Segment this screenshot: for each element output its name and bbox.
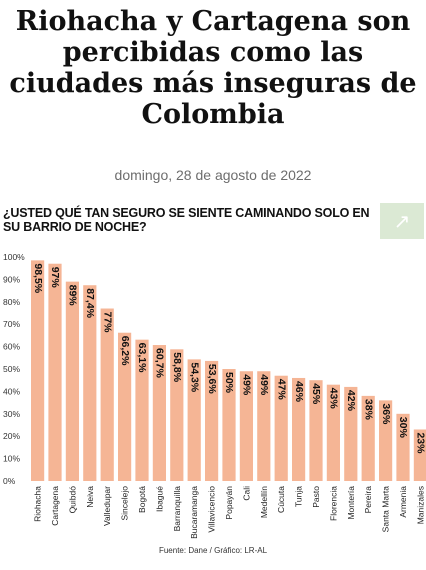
bar — [83, 285, 97, 481]
bar-value-label: 49% — [241, 374, 253, 396]
y-tick-label: 50% — [3, 364, 20, 374]
x-tick-label: Cartagena — [50, 486, 60, 526]
x-tick-label: Medellín — [259, 486, 269, 518]
bar — [205, 360, 219, 481]
x-tick-label: Valledupar — [102, 486, 112, 526]
bar-value-label: 60,7% — [154, 348, 166, 378]
bar — [379, 400, 393, 481]
x-tick-label: Barranquilla — [172, 486, 182, 532]
arrow-up-right-icon: ↗ — [393, 209, 411, 233]
x-tick-label: Pereira — [363, 486, 373, 514]
x-tick-label: Quibdó — [67, 486, 77, 514]
bar — [118, 332, 132, 481]
y-tick-label: 60% — [3, 342, 20, 352]
x-tick-label: Ibagué — [154, 486, 164, 512]
bar — [326, 384, 340, 481]
x-tick-label: Bucaramanga — [189, 486, 199, 539]
bar-value-label: 30% — [397, 417, 409, 439]
bar — [292, 377, 306, 481]
bar-value-label: 53,6% — [206, 364, 218, 394]
bar — [135, 339, 149, 481]
bar — [65, 281, 79, 481]
x-tick-label: Sincelejo — [120, 486, 130, 521]
x-tick-label: Armenia — [398, 486, 408, 518]
bar — [396, 413, 410, 481]
x-tick-label: Villavicencio — [207, 486, 217, 533]
bar — [31, 260, 45, 481]
x-tick-label: Cúcuta — [276, 486, 286, 513]
article-title: Riohacha y Cartagena son percibidas como… — [9, 6, 417, 130]
bar-value-label: 47% — [275, 379, 287, 401]
bar-value-label: 43% — [328, 388, 340, 410]
bar-value-label: 89% — [67, 285, 79, 307]
bar — [170, 349, 184, 481]
chart-graphic: 0% 10% 20% 30% 40% 50% 60% 70% 80% 90% 100% 98,5% Ri… — [0, 200, 426, 570]
chart-title: ¿USTED QUÉ TAN SEGURO SE SIENTE CAMINAND… — [3, 206, 370, 234]
chart-source: Fuente: Dane / Gráfico: LR-AL — [158, 546, 268, 555]
y-tick-label: 100% — [3, 252, 25, 262]
bar-value-label: 58,8% — [171, 352, 183, 382]
bar — [187, 359, 201, 481]
x-tick-label: Pasto — [311, 486, 321, 508]
bar-value-label: 23% — [415, 432, 426, 454]
bar-value-label: 54,3% — [188, 362, 200, 392]
bar-value-label: 98,5% — [32, 263, 44, 293]
y-tick-label: 20% — [3, 431, 20, 441]
bar-value-label: 87,4% — [84, 288, 96, 318]
x-tick-label: Montería — [346, 486, 356, 520]
bar — [100, 308, 114, 481]
x-tick-label: Bogotá — [137, 486, 147, 513]
x-tick-label: Neiva — [85, 486, 95, 508]
bar-value-label: 38% — [362, 399, 374, 421]
bar — [274, 375, 288, 481]
bar-value-label: 42% — [345, 390, 357, 412]
y-tick-label: 30% — [3, 409, 20, 419]
bar — [222, 369, 236, 481]
bar-value-label: 36% — [380, 403, 392, 425]
x-tick-label: Popayán — [224, 486, 234, 520]
article-date: domingo, 28 de agosto de 2022 — [114, 167, 312, 183]
bar-value-label: 45% — [310, 383, 322, 405]
x-tick-label: Cali — [241, 486, 251, 501]
x-tick-label: Riohacha — [33, 486, 43, 522]
x-tick-label: Santa Marta — [381, 486, 391, 533]
bar — [48, 263, 62, 481]
bar — [309, 380, 323, 481]
bar — [257, 371, 271, 481]
x-tick-label: Florencia — [328, 486, 338, 521]
bar — [361, 395, 375, 481]
y-tick-label: 40% — [3, 386, 20, 396]
x-tick-label: Tunja — [294, 486, 304, 507]
expand-button[interactable]: ↗ — [380, 203, 424, 239]
bar-value-label: 77% — [101, 312, 113, 334]
y-tick-label: 70% — [3, 319, 20, 329]
bar-value-label: 46% — [293, 381, 305, 403]
bar — [152, 345, 166, 481]
bar-chart: 0% 10% 20% 30% 40% 50% 60% 70% 80% 90% 100% 98,5% Ri… — [3, 252, 426, 539]
bar-value-label: 66,2% — [119, 336, 131, 366]
bar-value-label: 49% — [258, 374, 270, 396]
y-tick-label: 90% — [3, 274, 20, 284]
y-tick-label: 10% — [3, 454, 20, 464]
x-tick-label: Manizales — [415, 486, 425, 524]
bar-value-label: 63,1% — [136, 343, 148, 373]
bar-value-label: 97% — [49, 267, 61, 289]
bar — [344, 386, 358, 481]
bar — [413, 429, 426, 481]
y-tick-label: 80% — [3, 297, 20, 307]
bar-value-label: 50% — [223, 372, 235, 394]
y-tick-label: 0% — [3, 476, 16, 486]
bar — [239, 371, 253, 481]
